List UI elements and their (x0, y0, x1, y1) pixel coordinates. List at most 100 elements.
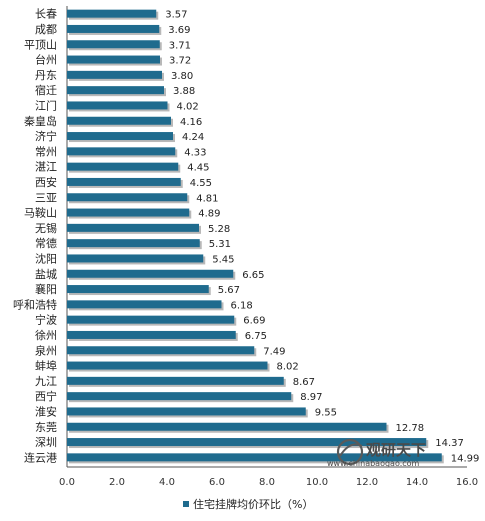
category-label: 常州 (35, 145, 57, 158)
value-label: 14.99 (451, 453, 480, 464)
value-label: 6.69 (243, 316, 265, 327)
watermark-name: 观研天下 (366, 441, 426, 459)
value-label: 3.72 (169, 56, 191, 67)
bar (67, 208, 190, 217)
bar (67, 422, 387, 431)
category-label: 秦皇岛 (24, 114, 57, 128)
category-label: 徐州 (35, 328, 57, 342)
x-tick-label: 14.0 (406, 477, 428, 488)
bar (67, 239, 200, 248)
category-label: 常德 (35, 236, 57, 250)
bar (67, 116, 171, 125)
value-labels: 3.57 3.69 3.71 3.72 3.80 3.88 4.02 4.16 4.24 4.33… (165, 10, 479, 465)
bar (67, 346, 255, 355)
category-label: 连云港 (24, 451, 57, 464)
value-label: 3.80 (171, 71, 193, 82)
category-label: 无锡 (35, 221, 57, 235)
bar (67, 438, 427, 447)
value-label: 4.45 (187, 163, 209, 174)
x-tick-label: 12.0 (356, 477, 378, 488)
value-label: 4.16 (180, 117, 202, 128)
x-tick-label: 10.0 (306, 477, 328, 488)
watermark-url: www.chinabaogao.com (327, 459, 420, 468)
bar (67, 24, 160, 33)
bar (67, 453, 442, 462)
bar (67, 86, 164, 95)
category-label: 沈阳 (35, 251, 57, 265)
watermark: 观研天下 www.chinabaogao.com (327, 438, 426, 468)
category-label: 台州 (35, 53, 57, 67)
bar (67, 132, 173, 141)
value-label: 5.28 (208, 224, 230, 235)
x-tick-label: 16.0 (456, 477, 478, 488)
category-label: 深圳 (35, 436, 57, 449)
value-label: 5.67 (218, 285, 240, 296)
value-label: 8.02 (277, 362, 299, 373)
category-label: 马鞍山 (24, 206, 57, 220)
category-label: 三亚 (35, 191, 57, 204)
category-label: 蚌埠 (35, 359, 57, 373)
bar (67, 285, 209, 294)
bar (67, 40, 160, 49)
x-tick-label: 4.0 (159, 477, 175, 488)
value-label: 12.78 (396, 423, 425, 434)
x-tick-label: 2.0 (109, 477, 125, 488)
category-label: 九江 (35, 375, 57, 388)
watermark-logo-swoosh (339, 443, 363, 457)
category-label: 宁波 (35, 313, 57, 327)
value-label: 3.71 (169, 40, 191, 51)
bar (67, 376, 284, 385)
bar (67, 193, 188, 202)
category-label: 东莞 (35, 421, 57, 434)
category-label: 西安 (35, 175, 57, 189)
bar (67, 147, 176, 156)
category-label: 济宁 (35, 129, 57, 143)
category-label: 长春 (35, 8, 57, 21)
category-label: 宿迁 (35, 83, 57, 97)
bar (67, 55, 160, 64)
watermark-logo-icon (336, 438, 364, 466)
value-label: 6.75 (245, 331, 267, 342)
value-label: 4.02 (177, 101, 199, 112)
bar (67, 254, 204, 263)
value-label: 4.24 (182, 132, 204, 143)
value-label: 8.67 (293, 377, 315, 388)
bar (67, 162, 179, 171)
category-label: 丹东 (35, 69, 57, 82)
value-label: 7.49 (263, 346, 285, 357)
x-tick-label: 6.0 (209, 477, 225, 488)
bar (67, 9, 157, 18)
bar (67, 300, 222, 309)
value-label: 6.65 (242, 270, 264, 281)
x-tick-label: 0.0 (59, 477, 75, 488)
category-label: 呼和浩特 (13, 297, 57, 311)
category-label: 成都 (35, 23, 57, 36)
x-tick-label: 8.0 (259, 477, 275, 488)
value-label: 3.69 (168, 25, 190, 36)
value-label: 5.45 (212, 254, 234, 265)
legend-swatch (183, 501, 189, 507)
category-label: 湛江 (35, 161, 57, 174)
bar (67, 70, 162, 79)
bar (67, 101, 168, 110)
value-label: 3.88 (173, 86, 195, 97)
value-label: 4.33 (184, 147, 206, 158)
bar (67, 315, 235, 324)
legend-label: 住宅挂牌均价环比（%） (193, 497, 313, 511)
value-label: 3.57 (165, 10, 187, 21)
value-label: 9.55 (315, 407, 337, 418)
bar (67, 177, 181, 186)
category-label: 淮安 (35, 404, 57, 418)
category-label: 襄阳 (35, 282, 57, 296)
category-labels: 长春成都平顶山台州丹东宿迁江门秦皇岛济宁常州湛江西安三亚马鞍山无锡常德沈阳盐城襄… (13, 8, 57, 465)
category-label: 西宁 (35, 389, 57, 403)
bars-group (67, 9, 444, 464)
bar (67, 361, 268, 370)
bar (67, 223, 199, 232)
value-label: 4.55 (190, 178, 212, 189)
value-label: 6.18 (231, 300, 253, 311)
bar (67, 330, 236, 339)
bar (67, 392, 292, 401)
value-label: 8.97 (300, 392, 322, 403)
